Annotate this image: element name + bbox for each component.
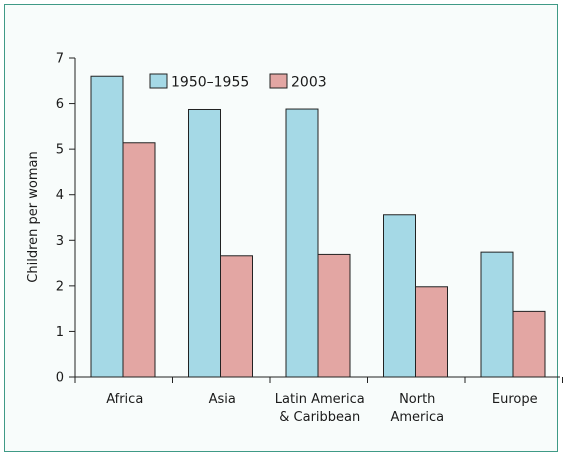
y-tick-label: 3 <box>56 234 64 249</box>
legend: 1950–1955 2003 <box>149 73 327 91</box>
bar-series1 <box>383 214 416 378</box>
bar-series2 <box>220 255 253 378</box>
y-tick-label: 5 <box>56 143 64 158</box>
x-category-label: North America <box>390 392 444 425</box>
bar-series2 <box>122 142 156 378</box>
legend-label: 1950–1955 <box>171 75 249 91</box>
legend-swatch <box>269 73 288 89</box>
y-axis-title: Children per woman <box>26 151 41 282</box>
bar-series2 <box>415 286 448 378</box>
x-category-label: Africa <box>106 392 143 407</box>
bar-series1 <box>188 108 221 378</box>
x-category-label: Europe <box>492 392 538 407</box>
x-axis: Africa Asia Latin America & Caribbean North A… <box>74 376 563 425</box>
legend-swatch <box>149 73 168 89</box>
x-category-label: Asia <box>209 392 236 407</box>
legend-label: 2003 <box>291 75 327 91</box>
bar-series1 <box>480 251 514 378</box>
y-tick-label: 1 <box>56 325 64 340</box>
y-tick-label: 6 <box>56 97 64 112</box>
y-tick-label: 7 <box>56 52 64 67</box>
y-axis: 0 1 2 3 4 5 6 7 <box>56 52 76 386</box>
y-tick-label: 2 <box>56 279 64 294</box>
bars <box>90 75 546 378</box>
y-tick-label: 4 <box>56 188 64 203</box>
bar-series1 <box>90 75 124 378</box>
y-tick-label: 0 <box>56 371 64 386</box>
bar-series2 <box>512 310 546 378</box>
x-category-label: Latin America & Caribbean <box>275 392 365 425</box>
bar-series1 <box>285 108 319 378</box>
bar-series2 <box>317 253 351 378</box>
